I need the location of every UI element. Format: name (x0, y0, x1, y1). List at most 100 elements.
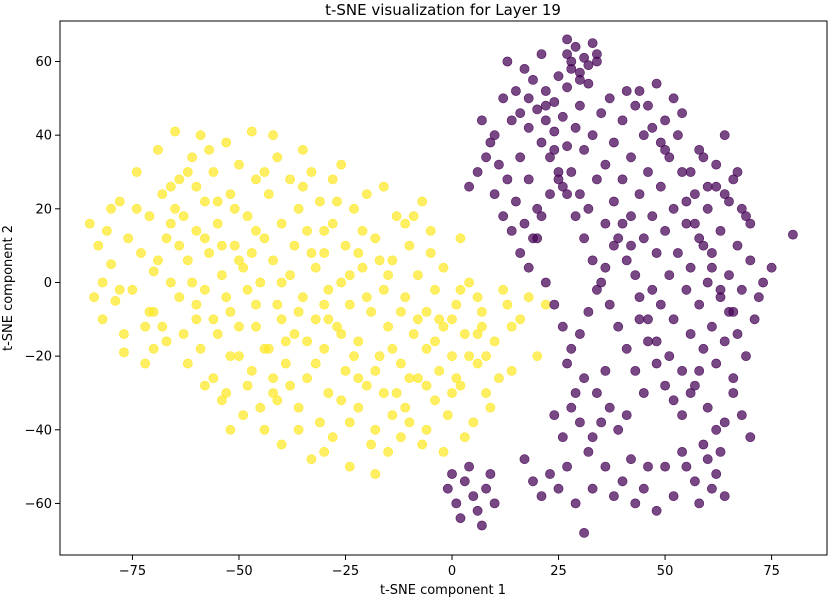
scatter-point-s1-150 (562, 461, 572, 472)
plot-frame (59, 20, 828, 556)
scatter-point-s0-221 (216, 240, 227, 251)
scatter-point-s1-41 (621, 86, 632, 96)
scatter-point-s0-70 (293, 203, 304, 214)
scatter-point-s0-168 (395, 432, 406, 443)
scatter-point-s0-139 (515, 314, 526, 325)
scatter-point-s0-12 (140, 321, 151, 332)
scatter-point-s0-233 (455, 284, 466, 295)
scatter-point-s1-68 (681, 218, 692, 229)
scatter-point-s0-93 (349, 203, 359, 214)
scatter-point-s0-125 (438, 262, 449, 273)
x-tick-label: −75 (119, 564, 146, 579)
scatter-point-s0-153 (204, 144, 214, 155)
x-tick-label: −50 (225, 564, 252, 579)
scatter-point-s1-241 (596, 277, 607, 288)
scatter-point-s0-150 (178, 329, 189, 339)
scatter-point-s1-229 (694, 365, 705, 376)
scatter-point-s1-46 (634, 292, 645, 303)
scatter-point-s0-202 (412, 314, 423, 325)
scatter-point-s1-222 (634, 314, 645, 325)
scatter-point-s0-58 (268, 388, 278, 398)
scatter-point-s1-188 (732, 329, 743, 339)
scatter-point-s0-191 (493, 373, 504, 384)
scatter-point-s1-228 (685, 388, 696, 398)
scatter-point-s1-151 (570, 498, 581, 509)
scatter-point-s0-42 (225, 306, 236, 317)
scatter-point-s0-118 (421, 306, 432, 317)
scatter-point-s1-28 (587, 130, 598, 141)
scatter-point-s1-141 (447, 469, 457, 479)
scatter-point-s0-53 (255, 277, 266, 288)
scatter-point-s1-190 (749, 314, 760, 325)
scatter-point-s1-202 (481, 152, 491, 163)
scatter-point-s1-103 (719, 491, 730, 501)
scatter-point-s1-6 (528, 75, 538, 85)
scatter-point-s1-243 (579, 233, 589, 244)
scatter-point-s0-237 (170, 203, 180, 214)
scatter-point-s0-61 (272, 152, 283, 163)
scatter-point-s0-108 (391, 388, 402, 398)
scatter-point-s0-126 (442, 410, 453, 420)
scatter-point-s1-51 (643, 167, 653, 177)
scatter-point-s0-79 (314, 196, 325, 207)
scatter-point-s1-40 (621, 255, 632, 266)
scatter-point-s1-234 (736, 410, 747, 420)
scatter-point-s0-165 (357, 225, 368, 236)
scatter-point-s0-109 (391, 211, 402, 222)
scatter-point-s0-119 (421, 343, 432, 354)
scatter-point-s1-136 (468, 491, 479, 501)
scatter-point-s1-76 (698, 152, 709, 163)
scatter-point-s1-233 (728, 388, 739, 398)
scatter-point-s0-32 (199, 284, 210, 295)
scatter-point-s1-91 (732, 240, 743, 251)
scatter-point-s0-218 (157, 321, 168, 332)
scatter-point-s0-180 (285, 380, 295, 391)
scatter-point-s0-51 (251, 321, 261, 332)
scatter-point-s0-101 (370, 233, 381, 244)
scatter-point-s1-166 (651, 78, 662, 89)
y-tick-label: −60 (25, 497, 52, 512)
scatter-point-s1-128 (570, 388, 581, 398)
scatter-point-s1-137 (455, 513, 466, 524)
scatter-point-s0-112 (404, 417, 415, 428)
scatter-point-s1-26 (583, 78, 594, 89)
scatter-point-s1-121 (613, 424, 624, 435)
scatter-point-s0-92 (344, 299, 355, 310)
scatter-point-s0-59 (268, 255, 278, 266)
scatter-point-s1-139 (472, 505, 483, 516)
scatter-point-s0-95 (353, 336, 364, 347)
scatter-point-s1-105 (698, 439, 709, 450)
scatter-point-s1-180 (736, 203, 747, 214)
scatter-point-s0-158 (268, 130, 278, 141)
scatter-point-s1-4 (523, 122, 534, 133)
scatter-point-s0-22 (174, 174, 185, 185)
scatter-point-s0-55 (259, 233, 270, 244)
scatter-point-s1-29 (592, 174, 602, 185)
scatter-point-s1-71 (690, 189, 700, 199)
scatter-point-s0-131 (464, 277, 474, 288)
scatter-point-s1-198 (515, 152, 526, 163)
scatter-point-s1-161 (575, 75, 585, 85)
scatter-point-s1-118 (587, 432, 598, 443)
scatter-point-s1-45 (630, 100, 641, 111)
scatter-point-s1-80 (707, 248, 717, 258)
scatter-point-s0-31 (199, 196, 210, 207)
scatter-point-s1-149 (553, 483, 564, 494)
scatter-point-s1-96 (753, 292, 764, 303)
scatter-point-s0-231 (404, 373, 415, 384)
scatter-point-s1-162 (562, 34, 572, 45)
scatter-point-s1-35 (609, 196, 619, 207)
scatter-point-s1-204 (464, 181, 474, 192)
scatter-point-s1-206 (498, 211, 509, 222)
scatter-point-s1-95 (745, 255, 756, 266)
scatter-point-s1-232 (719, 417, 730, 428)
scatter-point-s0-115 (412, 373, 423, 384)
scatter-point-s0-200 (361, 292, 372, 303)
scatter-point-s0-20 (165, 277, 176, 288)
scatter-point-s1-183 (690, 218, 700, 229)
scatter-point-s1-158 (579, 52, 589, 63)
scatter-point-s0-225 (276, 277, 287, 288)
scatter-point-s1-191 (758, 277, 768, 288)
scatter-point-s1-185 (707, 262, 717, 273)
